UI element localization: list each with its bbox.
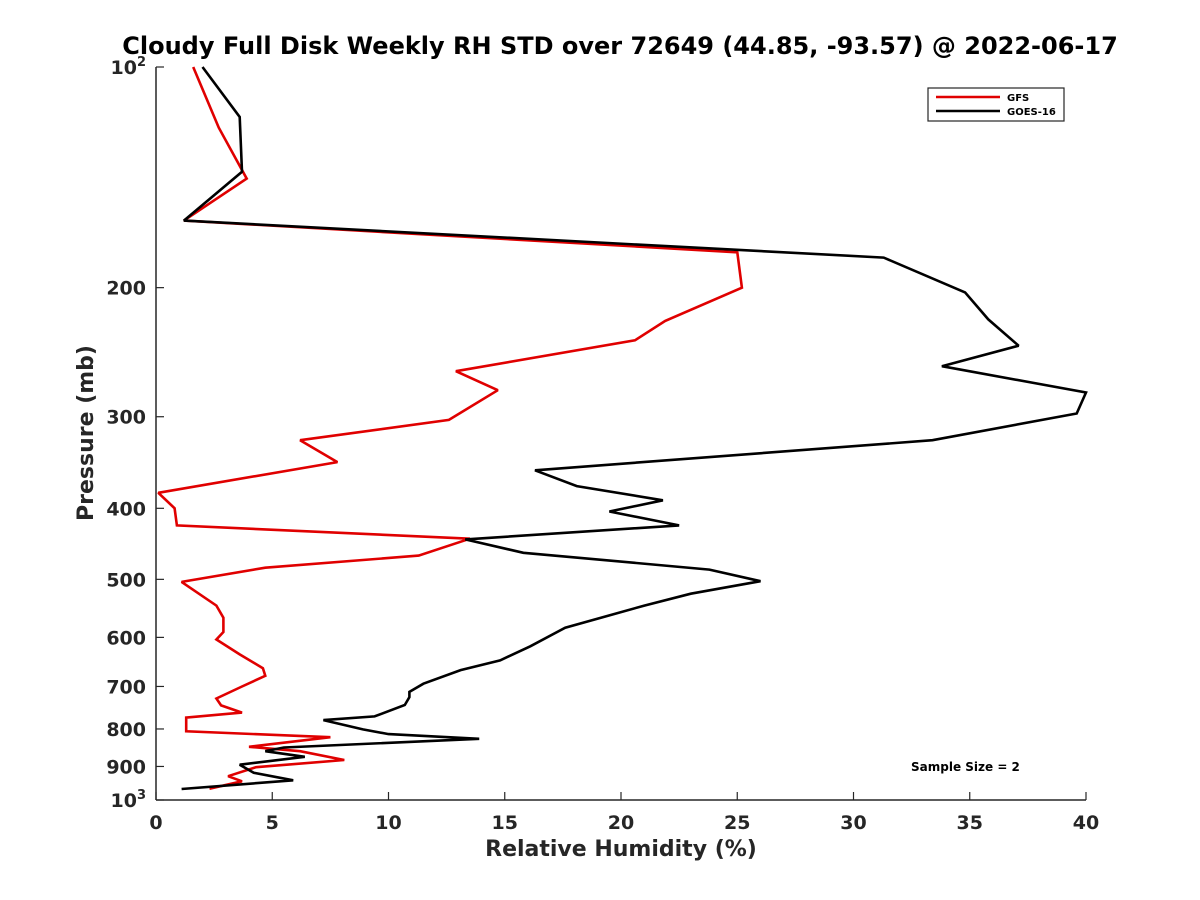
x-tick-label: 30 <box>840 812 866 834</box>
y-tick-label: 800 <box>106 719 146 741</box>
y-tick-label: 500 <box>106 569 146 591</box>
series-lines <box>157 66 1088 791</box>
x-tick-label: 40 <box>1073 812 1099 834</box>
y-tick-exponent: 2 <box>137 55 146 70</box>
plot-area <box>156 67 1086 800</box>
y-tick-base: 10 <box>111 790 137 812</box>
x-tick-label: 0 <box>149 812 162 834</box>
y-tick-label: 700 <box>106 676 146 698</box>
y-tick-label: 600 <box>106 627 146 649</box>
series-line-gfs <box>157 66 744 790</box>
chart-title: Cloudy Full Disk Weekly RH STD over 7264… <box>122 32 1118 60</box>
y-tick-label: 300 <box>106 407 146 429</box>
x-axis-label: Relative Humidity (%) <box>485 837 757 862</box>
y-axis-label: Pressure (mb) <box>74 345 99 521</box>
x-tick-label: 5 <box>266 812 279 834</box>
y-tick-label: 400 <box>106 498 146 520</box>
legend: GFS GOES-16 <box>927 87 1065 122</box>
x-tick-label: 10 <box>375 812 401 834</box>
x-tick-label: 25 <box>724 812 750 834</box>
sample-size-annotation: Sample Size = 2 <box>911 760 1020 774</box>
x-tick-label: 20 <box>608 812 634 834</box>
y-tick-base: 10 <box>111 57 137 79</box>
legend-box <box>927 87 1065 122</box>
x-tick-label: 35 <box>957 812 983 834</box>
x-ticks: 0 5 10 15 20 25 30 35 40 <box>149 792 1099 834</box>
y-tick-label: 900 <box>106 756 146 778</box>
y-tick-label: 200 <box>106 278 146 300</box>
legend-label-gfs: GFS <box>1007 93 1029 104</box>
x-tick-label: 15 <box>492 812 518 834</box>
y-tick-exponent: 3 <box>137 788 146 803</box>
legend-label-goes16: GOES-16 <box>1007 107 1056 118</box>
series-line-goes16 <box>181 66 1088 791</box>
y-tick-label: 102 <box>111 55 147 79</box>
y-tick-label: 103 <box>111 788 147 812</box>
